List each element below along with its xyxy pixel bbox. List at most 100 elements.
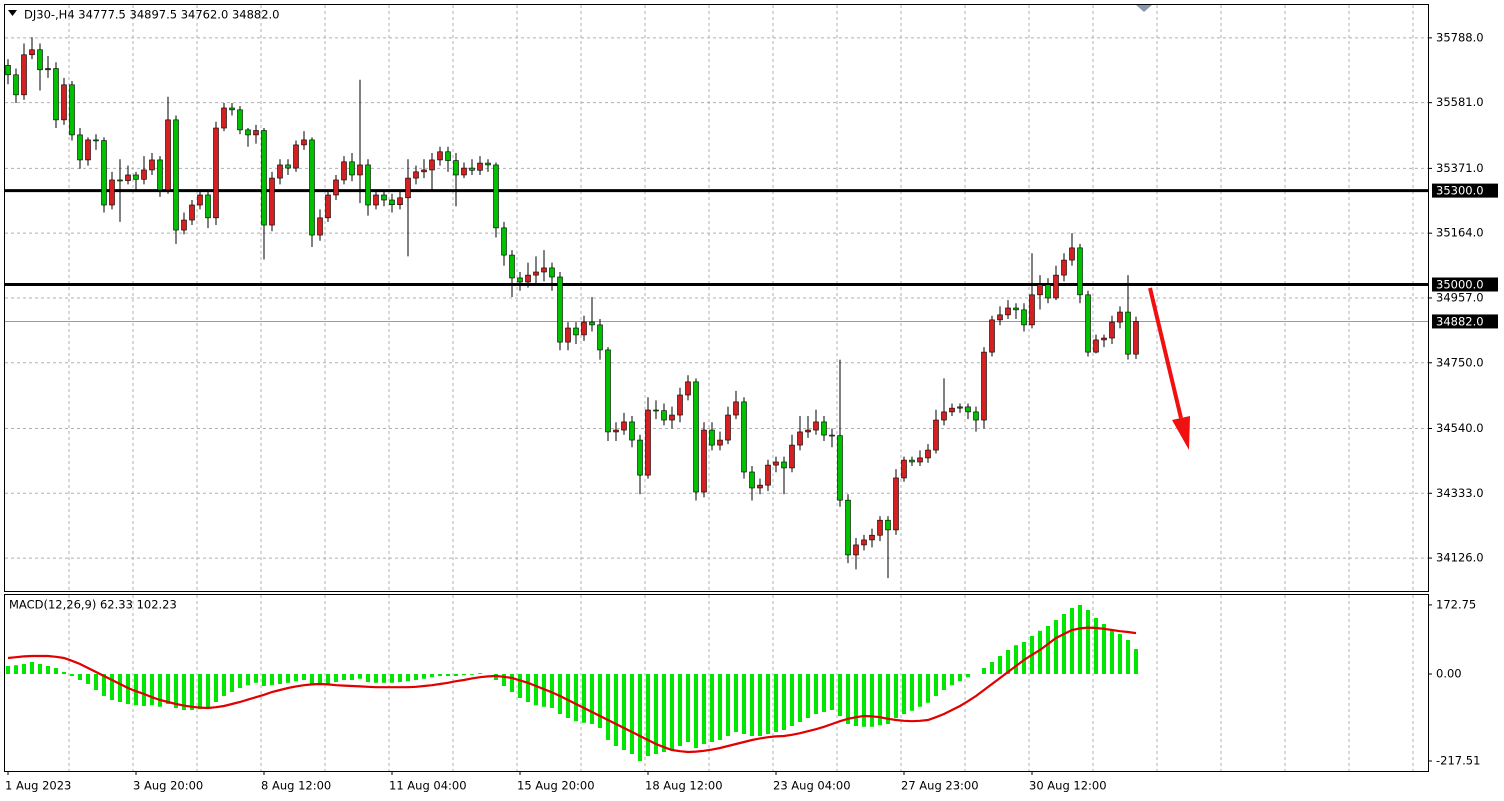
candle-body (653, 409, 659, 412)
macd-bar (958, 674, 962, 682)
macd-bar (694, 674, 698, 748)
menu-triangle[interactable] (8, 10, 17, 16)
candle-body (677, 394, 683, 416)
candle-body (853, 544, 859, 556)
candle-body (29, 49, 35, 56)
candle-body (941, 411, 947, 421)
macd-bar (966, 674, 970, 678)
x-tick-label: 18 Aug 12:00 (645, 779, 723, 793)
macd-bar (1022, 642, 1026, 674)
candle-body (341, 161, 347, 181)
candle-body (469, 167, 475, 171)
candle-body (781, 461, 787, 469)
candle-body (429, 159, 435, 171)
candle-body (437, 151, 443, 161)
macd-bar (894, 674, 898, 718)
candle-body (221, 107, 227, 129)
macd-bar (838, 674, 842, 716)
macd-bar (166, 674, 170, 704)
y-tick-label: 35371.0 (1436, 161, 1484, 175)
candle-body (861, 539, 867, 546)
macd-bar (110, 674, 114, 700)
macd-bar (846, 674, 850, 724)
candle-body (789, 444, 795, 469)
candle-body (829, 434, 835, 437)
macd-panel-frame (4, 594, 1429, 772)
macd-bar (262, 674, 266, 686)
candle-body (1109, 321, 1115, 339)
candle-body (517, 277, 523, 283)
candle-body (1037, 284, 1043, 296)
candle-body (69, 84, 75, 136)
macd-bar (790, 674, 794, 726)
macd-bar (798, 674, 802, 722)
macd-bar (14, 665, 18, 674)
candle-body (685, 381, 691, 396)
candle-body (1093, 339, 1099, 353)
candle-body (133, 174, 139, 180)
macd-bar (390, 674, 394, 683)
y-tick-label: 34333.0 (1436, 486, 1484, 500)
candle-body (613, 429, 619, 433)
macd-bar (478, 673, 482, 674)
x-tick-label: 15 Aug 20:00 (517, 779, 595, 793)
macd-bar (718, 674, 722, 740)
macd-bar (150, 674, 154, 706)
candle-body (933, 419, 939, 451)
macd-bar (62, 672, 66, 674)
candle-body (285, 164, 291, 169)
macd-bar (614, 674, 618, 746)
level-line-label: 35000.0 (1436, 278, 1484, 292)
macd-bar (926, 674, 930, 703)
macd-bar (358, 674, 362, 679)
macd-bar (70, 674, 74, 676)
macd-bar (102, 674, 106, 696)
candle-body (701, 429, 707, 493)
candle-body (893, 477, 899, 531)
candle-body (373, 194, 379, 206)
signal-line (7, 626, 1137, 754)
macd-bar (286, 674, 290, 683)
macd-bar (38, 664, 42, 674)
candle-body (901, 459, 907, 479)
macd-bar (606, 674, 610, 740)
macd-bar (886, 674, 890, 724)
candle-body (717, 439, 723, 446)
macd-bar (870, 674, 874, 727)
candle-body (509, 254, 515, 279)
level-line-badge (1432, 277, 1498, 292)
macd-bar (326, 674, 330, 684)
y-tick-label: 35581.0 (1436, 95, 1484, 109)
macd-bar (350, 674, 354, 680)
price-line-label: 34882.0 (1436, 314, 1484, 328)
candle-body (981, 351, 987, 421)
macd-bar (750, 674, 754, 736)
macd-bar (814, 674, 818, 714)
macd-bar (734, 674, 738, 732)
shift-marker[interactable] (1136, 5, 1152, 12)
y-tick-label: 34126.0 (1436, 551, 1484, 565)
candle-body (949, 407, 955, 413)
macd-bar (878, 674, 882, 726)
candle-body (5, 65, 11, 76)
macd-bar (454, 674, 458, 676)
candle-body (925, 449, 931, 459)
candle-body (405, 177, 411, 199)
candle-body (557, 276, 563, 343)
macd-bar (1110, 630, 1114, 674)
candle-body (1117, 311, 1123, 323)
candle-body (149, 159, 155, 171)
candle-body (117, 179, 123, 182)
candle-body (77, 134, 83, 161)
macd-bar (446, 674, 450, 676)
macd-bar (254, 674, 258, 683)
level-line-label: 35300.0 (1436, 184, 1484, 198)
candle-body (773, 461, 779, 466)
candle-body (733, 401, 739, 416)
macd-bar (510, 674, 514, 692)
candle-body (693, 381, 699, 493)
macd-bar (278, 674, 282, 684)
macd-bar (190, 674, 194, 710)
y-tick-label: -217.51 (1436, 754, 1480, 768)
